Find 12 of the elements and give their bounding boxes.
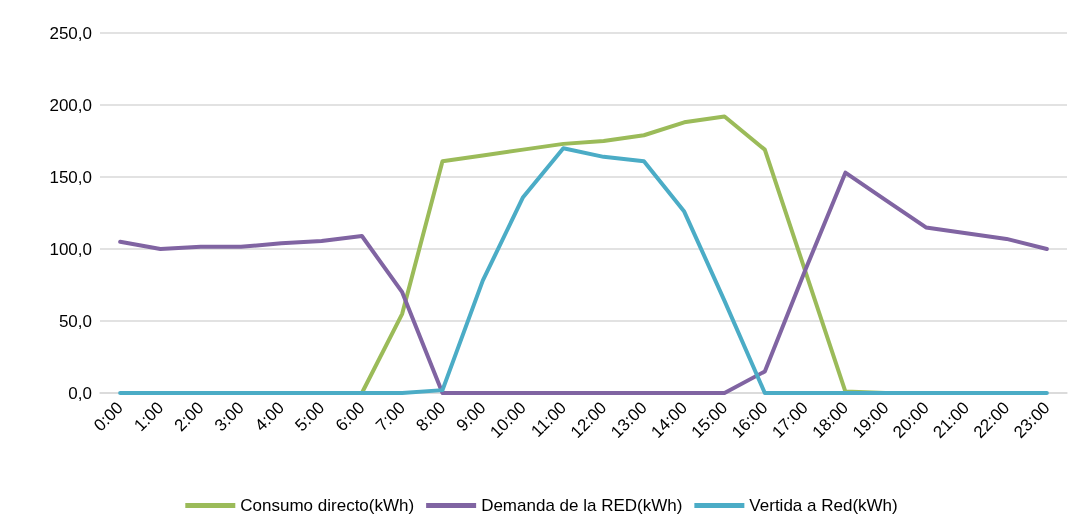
legend-label: Vertida a Red(kWh): [749, 496, 898, 515]
legend-label: Consumo directo(kWh): [240, 496, 415, 515]
y-tick-label: 250,0: [49, 23, 92, 43]
y-tick-label: 100,0: [49, 239, 92, 259]
x-tick-label: 7:00: [372, 398, 409, 436]
x-tick-label: 4:00: [251, 398, 289, 436]
y-tick-label: 200,0: [49, 95, 92, 115]
legend-label: Demanda de la RED(kWh): [481, 496, 683, 515]
y-tick-label: 50,0: [58, 311, 92, 331]
y-tick-label: 150,0: [49, 167, 92, 187]
y-tick-label: 0,0: [68, 383, 92, 403]
x-tick-label: 6:00: [331, 398, 369, 436]
